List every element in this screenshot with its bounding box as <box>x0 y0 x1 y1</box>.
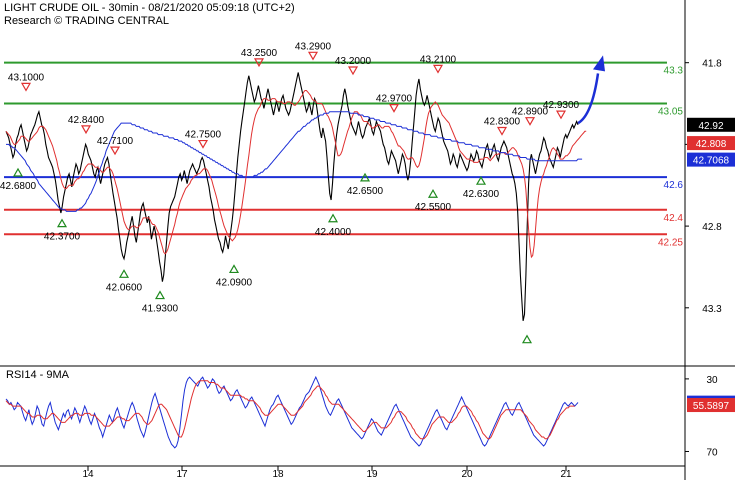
time-axis-tick-label: 17 <box>176 469 188 480</box>
forecast-arrow-shaft <box>577 73 600 125</box>
level-label: 42.4 <box>664 213 684 224</box>
pivot-high-label: 42.8300 <box>484 116 521 127</box>
pivot-high-marker <box>496 126 508 136</box>
rsi-panel-title: RSI14 - 9MA <box>6 369 70 381</box>
time-axis-tick-label: 21 <box>560 469 572 480</box>
time-axis-tick-label: 19 <box>366 469 378 480</box>
last-price-tag-label: 42.7068 <box>693 156 730 167</box>
last-price-tag <box>687 152 735 167</box>
rsi-ma-line <box>5 380 575 440</box>
price-panel: 43.3 43.05 42.6 42.4 42.25 43.1000 42.6800 42.3… <box>0 41 684 344</box>
pivot-high-marker <box>253 58 265 68</box>
price-ma-slow-line <box>6 111 583 212</box>
pivot-low-marker <box>118 269 130 278</box>
last-price-tag <box>687 136 735 151</box>
last-price-tag-label: 42.808 <box>696 139 727 150</box>
pivot-high-label: 42.9300 <box>543 100 580 111</box>
forecast-arrow-head <box>593 55 605 72</box>
level-label: 43.05 <box>658 107 683 118</box>
pivot-high-label: 43.2500 <box>241 48 278 59</box>
pivot-high-label: 43.2000 <box>335 56 372 67</box>
price-line <box>5 72 579 322</box>
pivot-high-label: 43.1000 <box>8 72 45 83</box>
pivot-high-marker <box>524 117 536 126</box>
pivot-high-label: 42.7500 <box>185 130 222 141</box>
pivot-low-label: 42.0600 <box>106 282 143 293</box>
pivot-low-label: 42.5500 <box>415 202 452 213</box>
rsi-axis-tick-label: 30 <box>706 375 718 386</box>
pivot-low-label: 42.6300 <box>463 189 500 200</box>
pivot-high-marker <box>307 51 319 61</box>
rsi-line <box>5 375 579 449</box>
rsi-panel <box>5 375 579 449</box>
pivot-low-marker <box>359 172 371 182</box>
pivot-high-marker <box>555 110 567 120</box>
pivot-high-label: 43.2900 <box>295 41 332 52</box>
rsi-value-tag <box>687 398 735 413</box>
pivot-low-marker <box>56 218 68 228</box>
price-axis-tick-label: 43.3 <box>702 304 722 315</box>
pivot-high-marker <box>388 104 400 113</box>
pivot-low-marker <box>327 213 339 223</box>
pivot-low-marker <box>228 264 240 274</box>
pivot-high-label: 42.8400 <box>68 115 105 126</box>
chart-subtitle: Research © TRADING CENTRAL <box>4 15 169 27</box>
pivot-low-marker <box>521 334 533 344</box>
pivot-high-marker <box>109 146 121 156</box>
time-axis-tick-label: 18 <box>272 469 284 480</box>
pivot-high-label: 42.9700 <box>376 94 413 105</box>
pivot-high-label: 42.7100 <box>97 136 134 147</box>
pivot-low-label: 42.0900 <box>216 277 253 288</box>
pivot-low-marker <box>475 175 487 185</box>
level-label: 42.25 <box>658 237 683 248</box>
pivot-low-label: 42.6800 <box>0 181 37 192</box>
pivot-low-marker <box>427 189 439 198</box>
chart-title: LIGHT CRUDE OIL - 30min - 08/21/2020 05:… <box>4 2 295 14</box>
time-axis-tick-label: 20 <box>461 469 473 480</box>
pivot-low-marker <box>154 290 166 300</box>
price-axis-tick-label: 41.8 <box>702 59 722 70</box>
pivot-low-label: 41.9300 <box>142 304 179 315</box>
pivot-low-label: 42.4000 <box>315 227 352 238</box>
pivot-low-marker <box>12 167 24 177</box>
pivot-high-label: 42.8900 <box>512 107 549 118</box>
level-label: 43.3 <box>664 66 684 77</box>
pivot-high-marker <box>80 125 92 135</box>
pivot-high-marker <box>20 82 32 92</box>
pivot-high-marker <box>197 139 209 149</box>
pivot-low-label: 42.6500 <box>347 186 384 197</box>
rsi-value-tag-label: 55.5897 <box>693 401 730 412</box>
price-axis-tick-label: 42.8 <box>702 222 722 233</box>
level-label: 42.6 <box>664 180 684 191</box>
pivot-high-marker <box>432 64 444 74</box>
last-price-tag-label: 42.92 <box>698 121 723 132</box>
time-axis-tick-label: 14 <box>82 469 94 480</box>
rsi-axis-tick-label: 70 <box>706 447 718 458</box>
price-ma-fast-line <box>5 90 587 259</box>
pivot-high-label: 43.2100 <box>420 54 457 65</box>
pivot-low-label: 42.3700 <box>44 232 81 243</box>
last-price-tag <box>687 117 735 132</box>
pivot-high-marker <box>347 66 359 76</box>
